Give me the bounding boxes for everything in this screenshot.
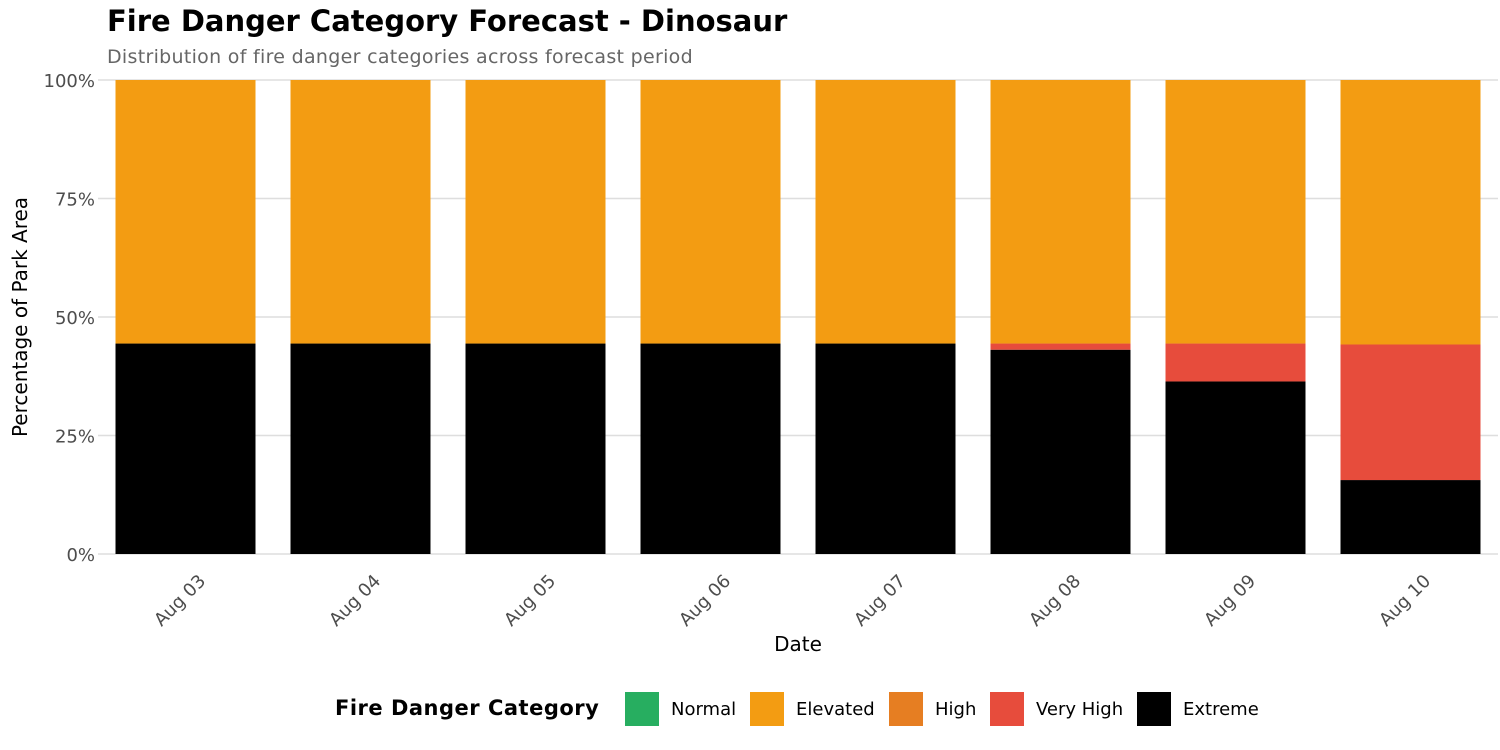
bar-very-high-aug-08: [990, 343, 1131, 350]
x-tick-label: Aug 07: [850, 571, 910, 631]
legend-key-very-high: [990, 692, 1024, 726]
bar-elevated-aug-03: [115, 80, 256, 344]
bar-elevated-aug-06: [640, 80, 781, 344]
bar-elevated-aug-07: [815, 80, 956, 344]
legend-key-extreme: [1137, 692, 1171, 726]
chart-title: Fire Danger Category Forecast - Dinosaur: [107, 4, 788, 38]
bar-very-high-aug-09: [1165, 343, 1306, 382]
legend-label-extreme: Extreme: [1183, 699, 1259, 720]
bar-extreme-aug-03: [115, 343, 256, 554]
bar-extreme-aug-06: [640, 343, 781, 554]
legend-label-normal: Normal: [671, 699, 737, 720]
x-tick-label: Aug 03: [150, 571, 210, 631]
bar-elevated-aug-10: [1340, 80, 1481, 345]
bar-extreme-aug-05: [465, 343, 606, 554]
legend-key-normal: [625, 692, 659, 726]
legend-label-elevated: Elevated: [796, 699, 875, 720]
y-tick-label: 50%: [55, 308, 95, 329]
y-tick-label: 75%: [55, 190, 95, 211]
bar-very-high-aug-10: [1340, 344, 1481, 481]
x-tick-label: Aug 05: [500, 571, 560, 631]
legend-key-high: [889, 692, 923, 726]
bar-elevated-aug-05: [465, 80, 606, 344]
x-tick-label: Aug 06: [675, 571, 735, 631]
bar-extreme-aug-08: [990, 349, 1131, 554]
bar-extreme-aug-07: [815, 343, 956, 554]
x-tick-label: Aug 09: [1200, 571, 1260, 631]
legend-label-very-high: Very High: [1036, 699, 1124, 720]
legend-title: Fire Danger Category: [335, 696, 600, 720]
bar-elevated-aug-08: [990, 80, 1131, 344]
x-axis-title: Date: [774, 632, 822, 656]
bar-extreme-aug-09: [1165, 381, 1306, 554]
legend-key-elevated: [750, 692, 784, 726]
y-tick-labels: 0% 25% 50% 75% 100%: [44, 71, 95, 566]
bar-elevated-aug-09: [1165, 80, 1306, 344]
x-tick-label: Aug 10: [1375, 571, 1435, 631]
y-axis-title: Percentage of Park Area: [8, 197, 32, 437]
bar-elevated-aug-04: [290, 80, 431, 344]
y-tick-label: 100%: [44, 71, 95, 92]
x-tick-labels: Aug 03 Aug 04 Aug 05 Aug 06 Aug 07 Aug 08 Aug …: [150, 571, 1435, 631]
legend: Fire Danger Category Normal Elevated Hig…: [0, 690, 1500, 730]
plot-area: 0% 25% 50% 75% 100% Aug 03 Aug 04 Aug 05 Aug 06…: [8, 71, 1498, 656]
bars: [115, 80, 1481, 554]
bar-extreme-aug-04: [290, 343, 431, 554]
chart-subtitle: Distribution of fire danger categories a…: [107, 46, 693, 68]
bar-extreme-aug-10: [1340, 480, 1481, 554]
legend-label-high: High: [935, 699, 977, 720]
y-tick-label: 25%: [55, 427, 95, 448]
x-tick-label: Aug 08: [1025, 571, 1085, 631]
x-tick-label: Aug 04: [325, 571, 385, 631]
y-tick-label: 0%: [66, 545, 95, 566]
